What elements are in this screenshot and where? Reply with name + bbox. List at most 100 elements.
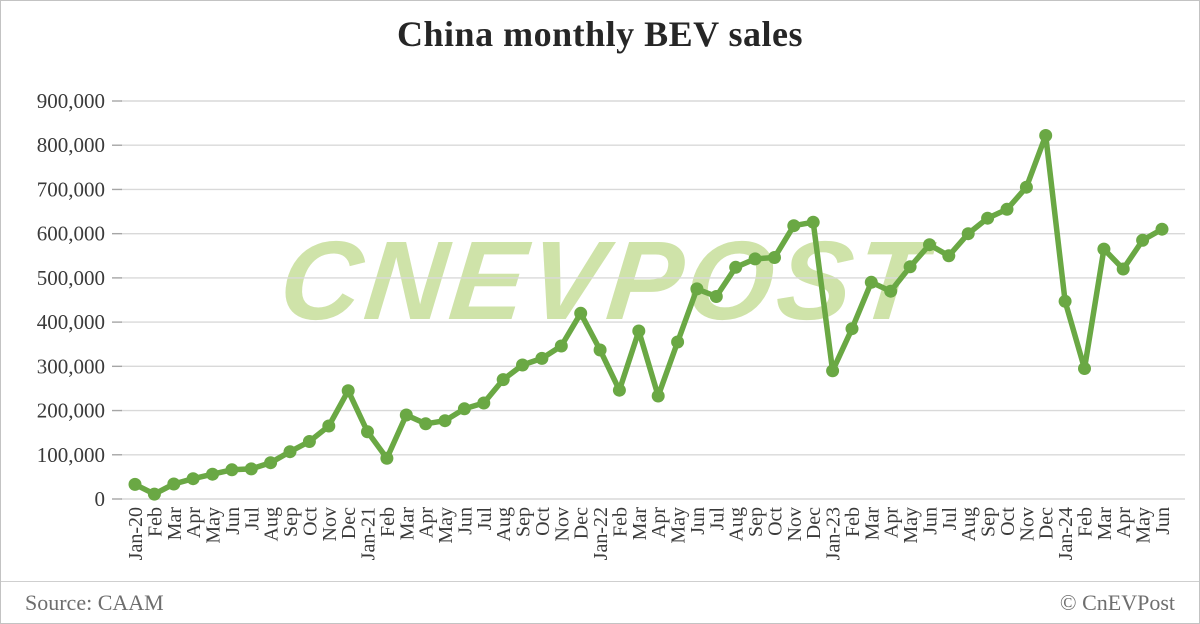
- data-point: [206, 467, 219, 481]
- data-point: [612, 383, 626, 397]
- data-point: [535, 351, 549, 365]
- x-tick-label: Sep: [280, 507, 302, 537]
- data-point: [167, 477, 181, 491]
- x-tick-label: Feb: [144, 507, 166, 537]
- chart-title: China monthly BEV sales: [397, 14, 803, 54]
- x-tick-label: Jun: [1152, 507, 1174, 535]
- data-point: [1058, 294, 1072, 308]
- data-point: [419, 417, 433, 431]
- data-point: [399, 408, 413, 422]
- x-tick-label: Sep: [978, 507, 1000, 537]
- data-point: [264, 456, 278, 470]
- y-tick-label: 600,000: [37, 222, 105, 246]
- x-tick-label: Apr: [416, 507, 438, 538]
- x-tick-label: Mar: [629, 507, 651, 541]
- x-tick-label: Mar: [1094, 507, 1116, 541]
- x-tick-label: Mar: [396, 507, 418, 541]
- data-point: [554, 339, 568, 353]
- x-tick-label: Nov: [551, 507, 573, 541]
- x-tick-label: Dec: [571, 507, 593, 539]
- source-label: Source: CAAM: [25, 589, 164, 615]
- x-tick-label: Jul: [241, 507, 263, 531]
- data-point: [244, 462, 258, 476]
- x-tick-label: Dec: [1036, 507, 1058, 539]
- data-point: [671, 335, 685, 349]
- data-point: [981, 211, 995, 225]
- data-point: [690, 282, 704, 296]
- y-tick-label: 700,000: [37, 177, 105, 201]
- y-tick-label: 400,000: [37, 310, 105, 334]
- x-tick-label: Feb: [842, 507, 864, 537]
- data-point: [225, 463, 239, 477]
- data-point: [186, 472, 200, 486]
- data-point: [1019, 180, 1033, 194]
- x-tick-label: Jun: [454, 507, 476, 535]
- x-tick-label: Aug: [958, 507, 980, 541]
- x-tick-label: Jul: [474, 507, 496, 531]
- x-tick-label: Nov: [1016, 507, 1038, 541]
- data-point: [961, 227, 975, 241]
- data-point: [516, 358, 529, 372]
- data-point: [806, 215, 820, 229]
- x-tick-label: Aug: [726, 507, 748, 541]
- data-point: [748, 252, 762, 266]
- data-point: [574, 306, 588, 320]
- x-tick-label: May: [1133, 507, 1155, 544]
- copyright-label: © CnEVPost: [1059, 589, 1175, 615]
- data-point: [1116, 262, 1130, 276]
- y-tick-label: 200,000: [37, 399, 105, 423]
- x-tick-label: Feb: [1074, 507, 1096, 537]
- x-tick-label: Aug: [493, 507, 515, 541]
- data-point: [884, 284, 898, 298]
- x-tick-label: Jan-23: [823, 507, 845, 560]
- x-tick-label: Dec: [803, 507, 825, 539]
- x-tick-label: Jul: [706, 507, 728, 531]
- data-point: [496, 373, 510, 387]
- data-point: [651, 389, 665, 403]
- x-tick-label: Oct: [764, 507, 786, 536]
- data-point: [1097, 242, 1111, 256]
- x-tick-label: Sep: [745, 507, 767, 537]
- data-point: [845, 322, 859, 336]
- x-tick-label: Feb: [377, 507, 399, 537]
- data-point: [903, 260, 917, 274]
- y-tick-label: 0: [95, 487, 106, 511]
- data-point: [1039, 129, 1053, 142]
- x-tick-label: May: [435, 507, 457, 544]
- x-tick-label: Oct: [532, 507, 554, 536]
- x-tick-label: Jun: [687, 507, 709, 535]
- data-point: [826, 364, 840, 378]
- data-point: [787, 219, 801, 233]
- x-tick-label: Sep: [513, 507, 535, 537]
- x-tick-label: Nov: [319, 507, 341, 541]
- x-tick-label: Jun: [222, 507, 244, 535]
- x-tick-label: Oct: [299, 507, 321, 536]
- x-tick-label: Jan-20: [125, 507, 147, 560]
- data-point: [864, 275, 878, 289]
- data-point: [1078, 362, 1091, 375]
- data-point: [1136, 233, 1150, 247]
- x-tick-label: Dec: [338, 507, 360, 539]
- x-tick-label: Jul: [939, 507, 961, 531]
- x-tick-label: Apr: [1113, 507, 1135, 538]
- data-point: [128, 477, 142, 491]
- data-point: [457, 402, 471, 416]
- data-point: [1000, 202, 1014, 216]
- y-tick-label: 900,000: [37, 89, 105, 113]
- data-point: [341, 384, 355, 398]
- x-tick-label: Apr: [648, 507, 670, 538]
- data-point: [147, 487, 161, 501]
- chart-footer: Source: CAAM © CnEVPost: [1, 581, 1199, 623]
- data-point: [729, 260, 743, 274]
- data-point: [593, 343, 607, 357]
- data-point: [477, 396, 491, 410]
- x-tick-label: May: [203, 507, 225, 544]
- data-point: [632, 324, 646, 338]
- x-tick-label: Jan-22: [590, 507, 612, 560]
- x-tick-label: Jun: [919, 507, 941, 535]
- data-point: [923, 238, 936, 252]
- bev-sales-line-chart: CNEVPOST 0 100,000 200,000 300,000 400,000 500…: [37, 89, 1185, 560]
- x-tick-label: May: [900, 507, 922, 544]
- x-tick-label: May: [668, 507, 690, 544]
